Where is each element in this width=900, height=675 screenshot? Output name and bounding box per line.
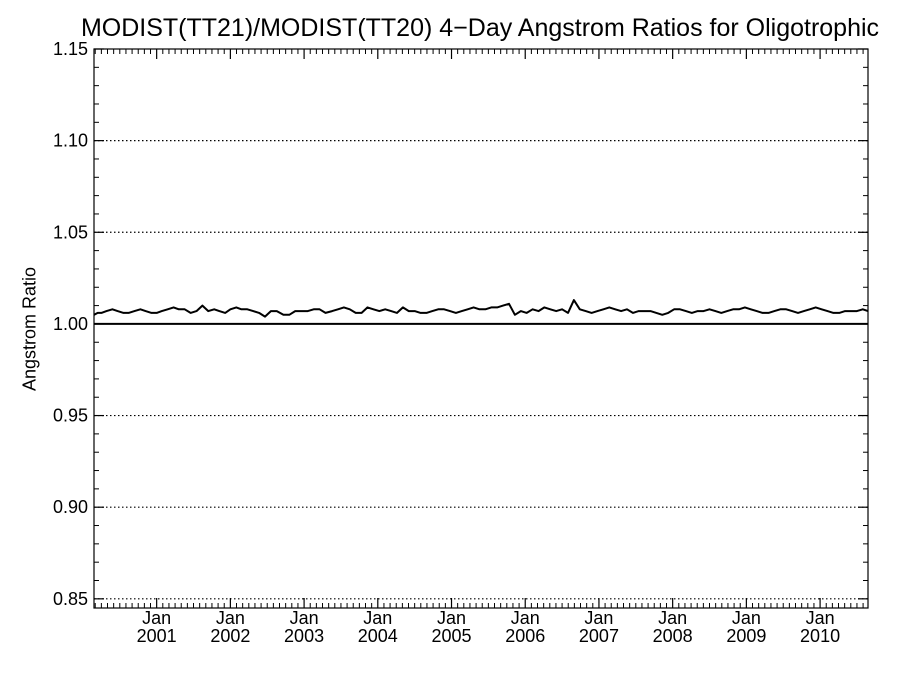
x-tick-month-label: Jan [290, 608, 319, 628]
x-tick-year-label: 2008 [653, 626, 693, 646]
y-tick-label: 0.90 [53, 497, 88, 517]
x-tick-year-label: 2001 [137, 626, 177, 646]
grid-lines [94, 140, 868, 600]
x-tick-year-label: 2004 [358, 626, 398, 646]
x-tick-month-label: Jan [437, 608, 466, 628]
x-tick-year-label: 2003 [284, 626, 324, 646]
y-tick-label: 0.85 [53, 589, 88, 609]
y-tick-label: 0.95 [53, 406, 88, 426]
x-tick-year-label: 2002 [210, 626, 250, 646]
y-tick-label: 1.15 [53, 39, 88, 59]
x-tick-year-label: 2007 [579, 626, 619, 646]
x-tick-year-label: 2005 [431, 626, 471, 646]
x-tick-month-label: Jan [584, 608, 613, 628]
plot-frame [93, 48, 869, 609]
series-line-0 [93, 299, 869, 318]
x-tick-month-label: Jan [658, 608, 687, 628]
x-tick-month-label: Jan [511, 608, 540, 628]
x-tick-year-label: 2010 [800, 626, 840, 646]
x-tick-month-label: Jan [363, 608, 392, 628]
x-tick-month-label: Jan [806, 608, 835, 628]
x-tick-year-label: 2006 [505, 626, 545, 646]
x-tick-year-label: 2009 [726, 626, 766, 646]
chart-title: MODIST(TT21)/MODIST(TT20) 4−Day Angstrom… [80, 14, 880, 42]
axes: 0.850.900.951.001.051.101.15Jan2001Jan20… [53, 39, 869, 646]
x-tick-month-label: Jan [216, 608, 245, 628]
x-tick-month-label: Jan [142, 608, 171, 628]
y-tick-label: 1.00 [53, 314, 88, 334]
x-tick-month-label: Jan [732, 608, 761, 628]
y-tick-label: 1.10 [53, 131, 88, 151]
data-series [93, 299, 869, 318]
y-tick-label: 1.05 [53, 222, 88, 242]
